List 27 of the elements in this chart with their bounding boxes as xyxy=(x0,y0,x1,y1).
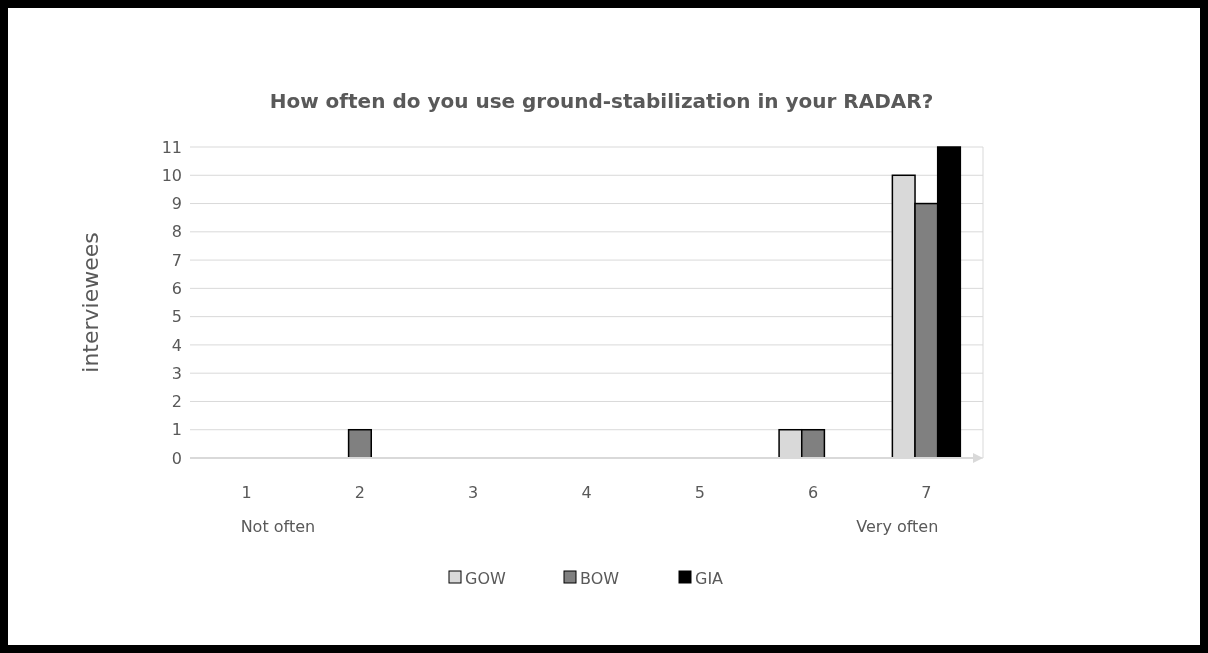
x-tick-label: 6 xyxy=(807,483,819,502)
legend-label: GOW xyxy=(465,568,506,588)
y-tick-label: 9 xyxy=(171,194,182,214)
y-tick-label: 3 xyxy=(171,363,182,383)
legend-label: BOW xyxy=(580,568,620,588)
x-tick-label: 1 xyxy=(241,483,252,502)
y-tick-label: 4 xyxy=(171,335,182,355)
text: Very often xyxy=(856,517,939,536)
y-tick-label: 2 xyxy=(171,392,182,412)
y-tick-label: 7 xyxy=(171,250,182,270)
x-tick-label: 3 xyxy=(468,483,479,502)
y-tick-label: 10 xyxy=(161,165,182,185)
y-tick-label: 5 xyxy=(171,307,182,327)
x-tick-label: 2 xyxy=(354,483,366,502)
x-tick-label: 5 xyxy=(694,483,705,502)
y-tick-label: 6 xyxy=(171,278,182,298)
bar xyxy=(347,428,373,459)
y-tick-label: 0 xyxy=(171,448,182,468)
text: Not often xyxy=(240,517,316,536)
x-tick-label: 4 xyxy=(581,483,592,502)
x-tick-label: 7 xyxy=(921,483,932,502)
y-tick-label: 1 xyxy=(171,420,182,440)
chart-title: How often do you use ground-stabilization in your RADAR? xyxy=(269,89,934,113)
y-tick-label: 11 xyxy=(161,137,182,157)
legend-label: GIA xyxy=(695,568,724,588)
y-tick-label: 8 xyxy=(171,222,182,242)
y-axis-title: interviewees xyxy=(78,232,103,373)
